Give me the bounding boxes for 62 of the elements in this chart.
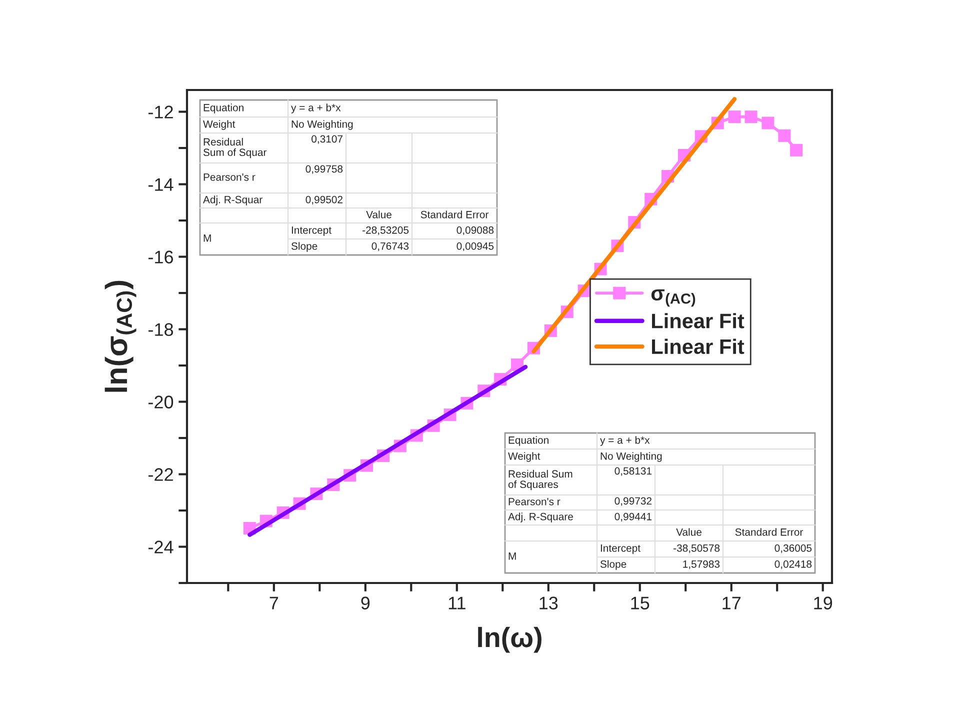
annotation: Weight xyxy=(203,120,236,130)
legend-label: Linear Fit xyxy=(652,313,744,328)
y-tick-label: -18 xyxy=(148,323,174,336)
annotation: Residual Sum of Squar xyxy=(203,138,267,158)
annotation: Slope xyxy=(600,560,626,570)
annotation: 0,09088 xyxy=(456,226,494,236)
annotation: -28,53205 xyxy=(362,226,409,236)
x-tick-label: 17 xyxy=(722,596,740,610)
annotation: Standard Error xyxy=(735,528,803,536)
point xyxy=(778,129,791,142)
annotation: Adj. R-Squar xyxy=(203,196,262,206)
y-tick-label: -22 xyxy=(148,468,173,481)
point xyxy=(744,110,758,124)
x-tick-label: 7 xyxy=(270,596,278,610)
annotation: Pearson's r xyxy=(204,174,256,181)
point xyxy=(790,144,803,156)
annotation: Intercept xyxy=(292,226,332,236)
annotation: 0,58131 xyxy=(614,467,652,476)
annotation: No Weighting xyxy=(600,452,662,462)
y-tick-label: -24 xyxy=(148,540,174,554)
annotation: y = a + b*x xyxy=(600,436,650,446)
annotation: 0,76743 xyxy=(372,242,409,252)
y-axis-title: ln(σ$_{(AC)}$) xyxy=(104,280,136,392)
x-tick-label: 13 xyxy=(540,596,558,610)
legend-label: Linear Fit xyxy=(652,338,744,354)
x-axis-title: ln(ω) xyxy=(478,626,542,653)
annotation: Weight xyxy=(508,452,540,462)
annotation: M xyxy=(204,234,211,242)
annotation: 0,99732 xyxy=(614,497,652,506)
annotation: 1,57983 xyxy=(683,560,720,570)
x-tick-label: 9 xyxy=(361,596,370,610)
annotation: 0,99441 xyxy=(614,512,652,522)
annotation: Value xyxy=(676,528,702,536)
y-tick-label: -14 xyxy=(148,178,174,191)
annotation: No Weighting xyxy=(292,120,353,130)
annotation: Pearson's r xyxy=(508,498,560,506)
point xyxy=(728,110,741,124)
annotation: Intercept xyxy=(600,544,640,554)
x-tick-label: 19 xyxy=(814,596,832,610)
annotation: Adj. R-Square xyxy=(508,512,573,522)
annotation: 0,36005 xyxy=(774,544,812,554)
annotation: M xyxy=(508,552,516,560)
annotation: Residual Sum of Squares xyxy=(508,470,572,490)
legend-label: σ$_{(AC)}$ xyxy=(651,289,696,307)
x-tick-label: 11 xyxy=(448,596,466,610)
annotation: y = a + b*x xyxy=(291,104,341,114)
annotation: Equation xyxy=(508,436,548,446)
annotation: 0,99502 xyxy=(306,196,342,205)
x-tick-label: 15 xyxy=(631,596,650,610)
annotation: 0,00945 xyxy=(456,242,494,252)
annotation: Slope xyxy=(291,242,318,252)
y-tick-label: -16 xyxy=(148,250,174,264)
annotation: -38,50578 xyxy=(674,544,720,554)
y-tick-label: -20 xyxy=(148,396,174,408)
annotation: Standard Error xyxy=(420,210,488,218)
annotation: 0,02418 xyxy=(774,560,812,570)
annotation: 0,99758 xyxy=(306,165,343,174)
y-tick-label: -12 xyxy=(148,106,173,118)
point xyxy=(762,116,774,130)
annotation: 0,3107 xyxy=(312,135,342,144)
annotation: Equation xyxy=(204,104,244,114)
annotation: Value xyxy=(366,210,392,218)
